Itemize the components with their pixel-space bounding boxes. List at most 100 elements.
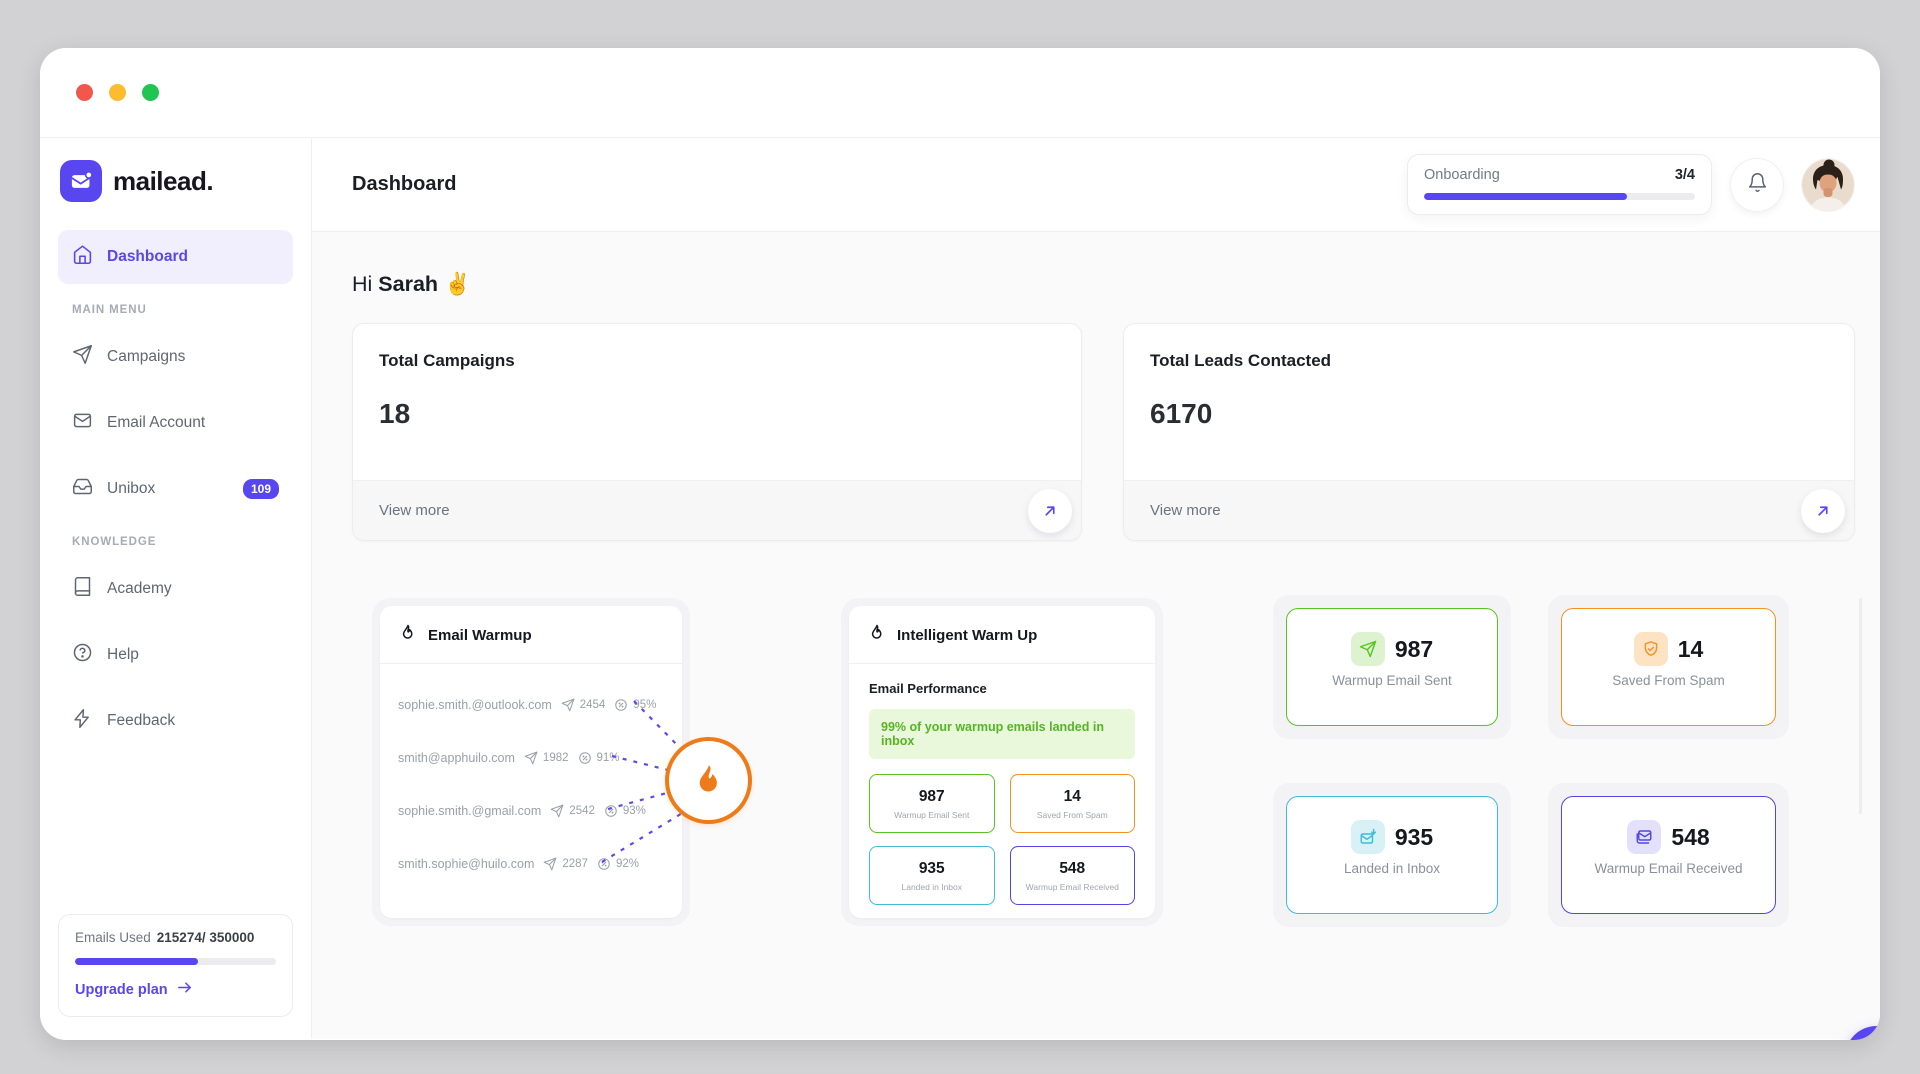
view-more-button[interactable] xyxy=(1028,488,1072,533)
upgrade-plan-link[interactable]: Upgrade plan xyxy=(75,979,276,1000)
mail-stack-icon xyxy=(1627,820,1662,854)
mini-stat-value: 14 xyxy=(1063,787,1081,805)
onboarding-progress-text: 3/4 xyxy=(1674,167,1695,183)
warmup-email: sophie.smith.@gmail.com xyxy=(398,803,542,818)
page-header: Dashboard Onboarding 3/4 xyxy=(312,138,1880,232)
card-value: 18 xyxy=(379,398,411,429)
warmup-email: smith@apphuilo.com xyxy=(398,750,515,765)
onboarding-progress-card[interactable]: Onboarding 3/4 xyxy=(1407,154,1712,215)
close-window-button[interactable] xyxy=(76,84,93,101)
send-icon xyxy=(550,804,564,817)
paper-plane-icon xyxy=(72,344,93,370)
view-more-button[interactable] xyxy=(1801,488,1845,533)
window-titlebar xyxy=(40,48,1880,138)
total-campaigns-card: Total Campaigns 18 View more xyxy=(352,323,1082,541)
stat-label: Saved From Spam xyxy=(1612,673,1725,688)
total-leads-card: Total Leads Contacted 6170 View more xyxy=(1123,323,1855,541)
mailead-logo-icon xyxy=(60,160,102,202)
mini-stat-landed-inbox: 935 Landed in Inbox xyxy=(869,846,995,905)
greeting-prefix: Hi xyxy=(352,272,373,296)
mail-inbox-icon xyxy=(1350,820,1385,854)
brand: mailead. xyxy=(58,160,293,202)
health-percent: 92% xyxy=(615,857,639,870)
paper-plane-icon xyxy=(1350,632,1385,666)
percent-circle-icon xyxy=(615,698,628,711)
percent-circle-icon xyxy=(598,857,610,870)
sidebar-item-academy[interactable]: Academy xyxy=(58,562,293,616)
card-value: 6170 xyxy=(1150,398,1213,429)
sidebar-item-label: Dashboard xyxy=(107,248,188,265)
minimize-window-button[interactable] xyxy=(109,84,126,101)
maximize-window-button[interactable] xyxy=(142,84,159,101)
shield-check-icon xyxy=(1633,632,1668,666)
mini-stat-value: 935 xyxy=(918,859,945,877)
brand-name: mailead. xyxy=(113,165,214,196)
stat-label: Warmup Email Sent xyxy=(1332,673,1452,688)
user-avatar[interactable] xyxy=(1802,158,1854,211)
send-icon xyxy=(561,698,575,711)
sidebar-item-label: Campaigns xyxy=(107,348,186,365)
sent-count: 2454 xyxy=(579,698,606,711)
warmup-row: smith@apphuilo.com 1982 91% xyxy=(398,731,670,784)
emails-used-progressbar xyxy=(75,958,276,965)
stat-value: 14 xyxy=(1677,635,1704,662)
warmup-email: smith.sophie@huilo.com xyxy=(398,856,535,871)
sidebar-nav: Dashboard MAIN MENU Campaigns xyxy=(58,230,293,748)
sidebar-item-unibox[interactable]: Unibox 109 xyxy=(58,462,293,516)
view-more-link[interactable]: View more xyxy=(379,502,450,519)
sidebar-item-label: Feedback xyxy=(107,712,176,729)
mini-stat-label: Warmup Email Received xyxy=(1025,881,1119,892)
email-performance-label: Email Performance xyxy=(869,681,987,696)
panel-title: Intelligent Warm Up xyxy=(897,627,1038,644)
stat-value: 987 xyxy=(1394,635,1434,662)
flame-icon xyxy=(867,623,887,648)
mini-stat-label: Warmup Email Sent xyxy=(894,809,970,820)
emails-used-card: Emails Used 215274/ 350000 Upgrade plan xyxy=(58,914,293,1017)
flame-icon xyxy=(398,623,418,648)
greeting: Hi Sarah ✌️ xyxy=(352,272,1880,297)
bell-icon xyxy=(1747,172,1768,198)
card-title: Total Leads Contacted xyxy=(1150,351,1332,370)
stat-value: 548 xyxy=(1671,823,1710,850)
page-title: Dashboard xyxy=(352,173,457,195)
stat-label: Landed in Inbox xyxy=(1343,861,1441,876)
onboarding-progressbar xyxy=(1424,193,1695,200)
sidebar: mailead. Dashboard MAIN MENU xyxy=(40,138,312,1039)
send-icon xyxy=(524,751,538,764)
arrow-right-icon xyxy=(176,979,193,1000)
stat-warmup-sent: 987 Warmup Email Sent xyxy=(1273,595,1511,739)
scrollbar-sliver[interactable] xyxy=(1859,598,1862,814)
warmup-flame-badge xyxy=(665,737,752,824)
emails-used-label: Emails Used xyxy=(75,930,151,945)
home-icon xyxy=(72,244,93,270)
mini-stat-label: Saved From Spam xyxy=(1036,809,1108,820)
greeting-name: Sarah xyxy=(378,272,439,296)
dashboard-content: Hi Sarah ✌️ Total Campaigns 18 View more xyxy=(312,232,1880,1039)
notifications-button[interactable] xyxy=(1730,157,1784,212)
section-label-knowledge: KNOWLEDGE xyxy=(72,536,157,548)
warmup-row: smith.sophie@huilo.com 2287 92% xyxy=(398,837,670,890)
warmup-row: sophie.smith.@gmail.com 2542 93% xyxy=(398,784,670,837)
stat-label: Warmup Email Received xyxy=(1594,861,1743,876)
health-percent: 93% xyxy=(622,804,646,817)
sidebar-item-email-account[interactable]: Email Account xyxy=(58,396,293,450)
emails-used-progress-fill xyxy=(75,958,198,965)
sidebar-item-label: Email Account xyxy=(107,414,206,431)
arrow-up-right-icon xyxy=(1818,505,1828,516)
mini-stat-saved-spam: 14 Saved From Spam xyxy=(1009,774,1135,833)
stat-saved-spam: 14 Saved From Spam xyxy=(1548,595,1789,739)
bolt-icon xyxy=(72,708,93,734)
sidebar-item-dashboard[interactable]: Dashboard xyxy=(58,230,293,284)
warmup-success-banner: 99% of your warmup emails landed in inbo… xyxy=(869,709,1135,759)
sidebar-item-help[interactable]: Help xyxy=(58,628,293,682)
sidebar-item-feedback[interactable]: Feedback xyxy=(58,694,293,748)
upgrade-plan-label: Upgrade plan xyxy=(75,981,168,998)
onboarding-label: Onboarding xyxy=(1424,167,1500,183)
sidebar-item-label: Unibox xyxy=(107,480,156,497)
section-label-main-menu: MAIN MENU xyxy=(72,304,147,316)
stat-landed-inbox: 935 Landed in Inbox xyxy=(1273,783,1511,927)
view-more-link[interactable]: View more xyxy=(1150,502,1221,519)
victory-hand-emoji: ✌️ xyxy=(444,272,471,296)
stat-value: 935 xyxy=(1394,823,1434,850)
sidebar-item-campaigns[interactable]: Campaigns xyxy=(58,330,293,384)
